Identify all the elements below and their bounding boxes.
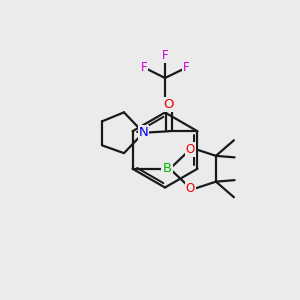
Text: F: F (183, 61, 190, 74)
Text: O: O (186, 143, 195, 156)
Text: O: O (164, 98, 174, 111)
Text: F: F (141, 61, 147, 74)
Text: O: O (186, 182, 195, 195)
Text: F: F (162, 49, 168, 62)
Text: N: N (139, 126, 148, 139)
Text: B: B (163, 162, 172, 175)
